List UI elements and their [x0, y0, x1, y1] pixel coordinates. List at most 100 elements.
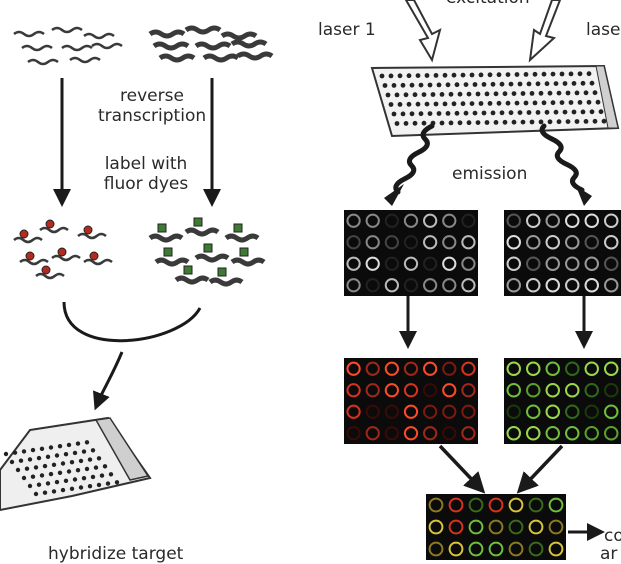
scan-spot: [384, 426, 399, 441]
scan-spot: [384, 383, 399, 398]
array-spot: [523, 100, 529, 106]
array-spot: [18, 458, 24, 463]
scan-spot: [545, 235, 560, 250]
scan-spot: [448, 497, 464, 513]
scan-spot: [448, 541, 464, 557]
array-spot: [90, 474, 96, 480]
array-spot: [84, 440, 90, 445]
scan-spot: [365, 278, 380, 293]
scan-spot: [461, 426, 476, 441]
scan-spot: [423, 278, 438, 293]
array-spot: [84, 466, 90, 472]
array-spot: [406, 101, 412, 107]
array-spot: [523, 72, 529, 77]
array-spot: [469, 101, 475, 106]
scan-spot: [423, 213, 438, 228]
scan-spot: [584, 426, 599, 441]
array-spot: [466, 91, 472, 97]
array-spot: [511, 91, 517, 96]
red-dye-dot: [83, 225, 93, 235]
scan-spot: [468, 541, 484, 557]
array-spot: [114, 480, 120, 485]
array-spot: [421, 92, 427, 97]
scan-spot: [346, 404, 361, 419]
scan-spot: [423, 426, 438, 441]
scan-spot: [508, 519, 524, 535]
array-spot: [60, 487, 66, 493]
scan-spot: [442, 426, 457, 441]
array-spot: [484, 91, 490, 97]
array-spot: [391, 111, 397, 117]
array-spot: [511, 119, 517, 125]
scan-spot: [384, 404, 399, 419]
array-spot: [30, 447, 36, 453]
array-spot: [60, 461, 66, 466]
array-spot: [535, 81, 541, 87]
array-spot: [478, 72, 484, 78]
cdna-strand: [224, 233, 260, 243]
array-spot: [499, 110, 505, 116]
green-dye-square: [203, 243, 213, 253]
array-spot: [472, 82, 478, 87]
scan-spot: [461, 361, 476, 376]
scan-spot: [384, 278, 399, 293]
scan-spot: [423, 256, 438, 271]
scan-spot: [604, 404, 619, 419]
scan-spot: [346, 213, 361, 228]
cdna-strand: [51, 254, 81, 262]
array-spot: [72, 450, 78, 456]
scan-spot: [526, 361, 541, 376]
array-spot: [87, 484, 93, 489]
scan-spot: [403, 278, 419, 293]
array-spot: [75, 468, 81, 473]
reverse-transcription-line-1: reverse: [120, 86, 184, 106]
scan-spot: [461, 235, 476, 250]
array-spot: [526, 110, 532, 115]
scan-spot: [526, 404, 541, 419]
array-spot: [598, 109, 604, 115]
microarray-slide-scanned: [370, 64, 620, 138]
array-spot: [90, 448, 96, 453]
array-spot: [406, 73, 412, 79]
flow-arrow-merge-green: [516, 444, 564, 494]
array-spot: [484, 120, 490, 125]
scan-spot: [584, 361, 599, 376]
array-spot: [430, 92, 436, 97]
scan-spot: [488, 497, 504, 513]
array-spot: [529, 119, 535, 125]
array-spot: [517, 81, 523, 87]
array-spot: [42, 490, 48, 495]
scan-spot: [584, 278, 599, 293]
scan-spot: [346, 278, 361, 293]
combine-label-line-1: co: [604, 526, 621, 546]
microarray-slide-hybridize: [0, 416, 152, 512]
scan-spot: [604, 213, 619, 228]
array-spot: [532, 100, 538, 106]
array-spot: [478, 101, 484, 106]
array-spot: [457, 120, 463, 126]
reverse-transcription-label: reverse transcription: [98, 86, 206, 126]
array-spot: [568, 71, 574, 77]
label-fluor-line-2: fluor dyes: [103, 174, 189, 194]
array-spot: [48, 445, 54, 450]
scan-spot: [346, 256, 361, 271]
mrna-strand: [194, 41, 232, 51]
scan-spot: [584, 213, 599, 228]
scan-spot: [365, 235, 380, 250]
array-spot: [457, 91, 463, 97]
scan-spot: [545, 404, 560, 419]
array-spot: [27, 483, 33, 489]
array-spot: [63, 478, 69, 483]
emission-arrowhead-left: [384, 184, 404, 206]
scan-spot: [423, 404, 438, 419]
mrna-strand: [236, 51, 274, 61]
scan-spot: [508, 541, 524, 557]
scan-image-red: [344, 358, 478, 444]
green-dye-square: [157, 223, 167, 233]
scan-spot: [488, 541, 504, 557]
scan-spot: [545, 426, 560, 441]
scan-spot: [461, 213, 476, 228]
labeled-cdna-red: [13, 219, 113, 280]
scan-background: [504, 210, 621, 296]
